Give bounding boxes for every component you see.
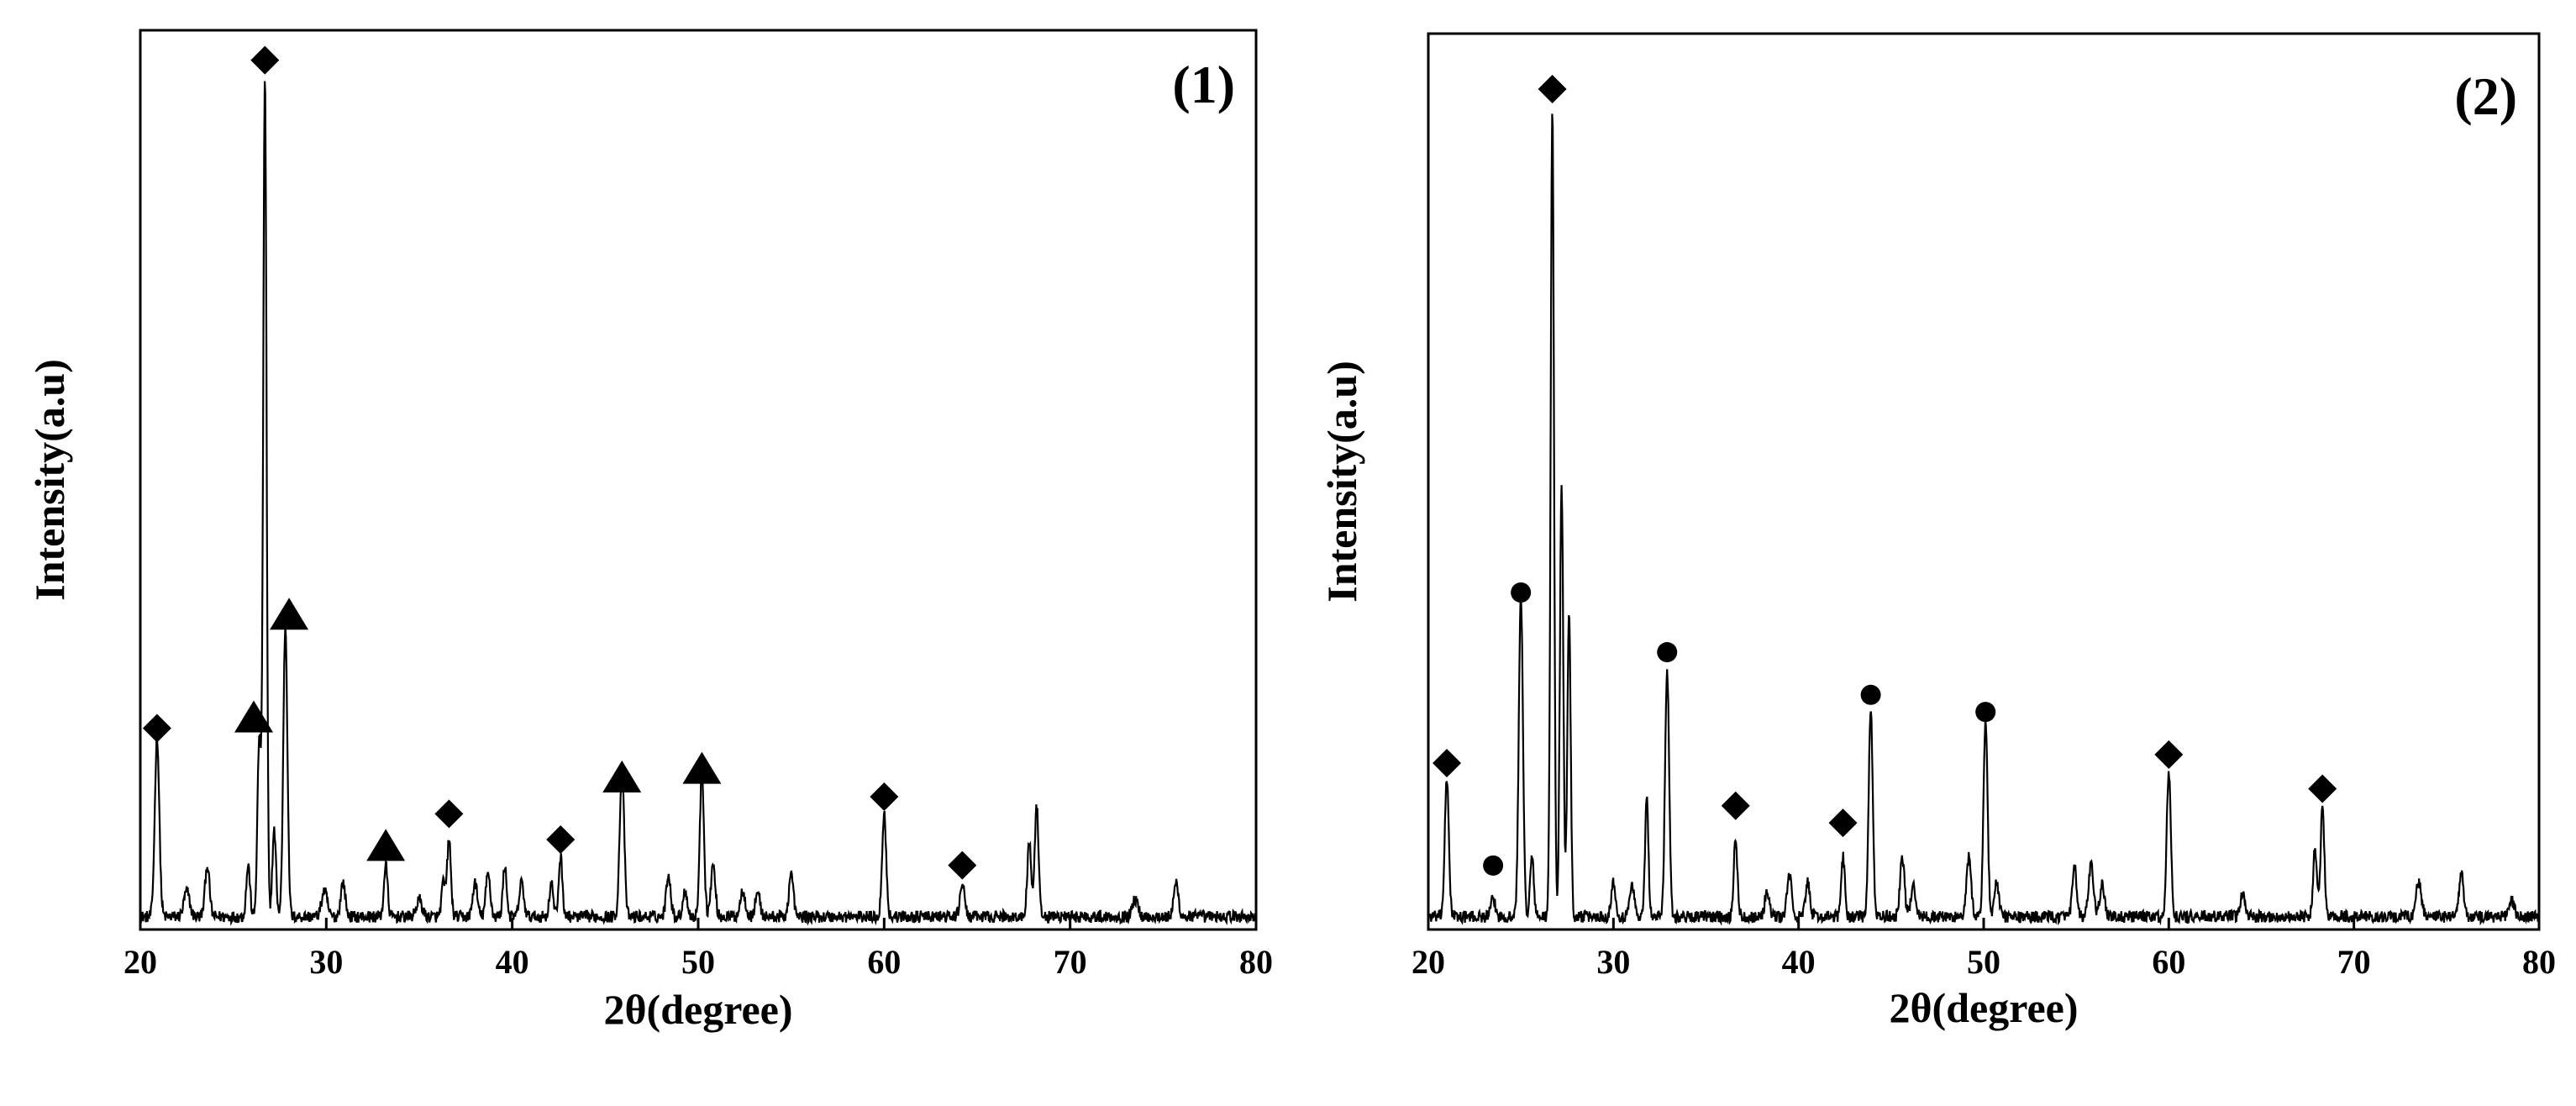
circle-marker: [1511, 582, 1532, 603]
panel-label: (2): [2454, 66, 2517, 126]
chart-panel-2: 20 30 40 50 60 70 80 (2) 2θ(degree) Intensity(…: [1318, 32, 2556, 1031]
triangle-marker: [682, 751, 722, 784]
x-axis-title: 2θ(degree): [1889, 984, 2078, 1031]
x-tick-label: 60: [2152, 943, 2185, 981]
diamond-marker: [1538, 74, 1567, 103]
circle-marker: [1860, 684, 1881, 705]
y-axis-title: Intensity(a.u): [26, 359, 73, 601]
x-tick-label: 30: [1596, 943, 1630, 981]
y-axis-title: Intensity(a.u): [1318, 361, 1365, 603]
diamond-marker: [142, 714, 171, 743]
x-tick-label: 50: [681, 943, 715, 981]
triangle-marker: [602, 760, 642, 793]
x-tick-label: 70: [1054, 943, 1087, 981]
diamond-marker: [1433, 749, 1462, 778]
diamond-marker: [546, 825, 576, 854]
chart-panel-1: 20 30 40 50 60 70 80 (1) 2θ(degree) Intensity(…: [26, 29, 1273, 1033]
diamond-marker: [1828, 808, 1858, 838]
peak-markers: [1433, 74, 2337, 876]
x-tick-label: 40: [1782, 943, 1816, 981]
x-tick-label: 20: [1412, 943, 1445, 981]
diamond-marker: [250, 45, 280, 75]
x-tick-label: 40: [496, 943, 529, 981]
triangle-marker: [366, 829, 406, 861]
x-tick-label: 60: [867, 943, 901, 981]
x-tick-label: 30: [309, 943, 343, 981]
triangle-marker: [234, 700, 274, 733]
diamond-marker: [948, 851, 977, 880]
diamond-marker: [2154, 740, 2184, 769]
panel-label: (1): [1172, 55, 1235, 114]
circle-marker: [1483, 855, 1504, 876]
triangle-marker: [270, 598, 309, 630]
x-tick-label: 20: [124, 943, 157, 981]
circle-marker: [1657, 642, 1678, 663]
diamond-marker: [2308, 774, 2337, 803]
diamond-marker: [1721, 791, 1750, 820]
diamond-marker: [870, 782, 899, 812]
x-axis-ticks: 20 30 40 50 60 70 80: [124, 918, 1273, 981]
x-tick-label: 80: [2522, 943, 2556, 981]
x-tick-label: 50: [1967, 943, 2000, 981]
diamond-marker: [434, 799, 464, 829]
plot-frame: [139, 29, 1258, 931]
x-tick-label: 80: [1239, 943, 1273, 981]
x-tick-label: 70: [2337, 943, 2371, 981]
diffraction-trace: [1427, 113, 2541, 926]
x-axis-ticks: 20 30 40 50 60 70 80: [1412, 918, 2556, 981]
diffraction-trace: [139, 81, 1258, 926]
circle-marker: [1975, 702, 1996, 723]
peak-markers: [142, 45, 977, 880]
x-axis-title: 2θ(degree): [603, 986, 792, 1033]
